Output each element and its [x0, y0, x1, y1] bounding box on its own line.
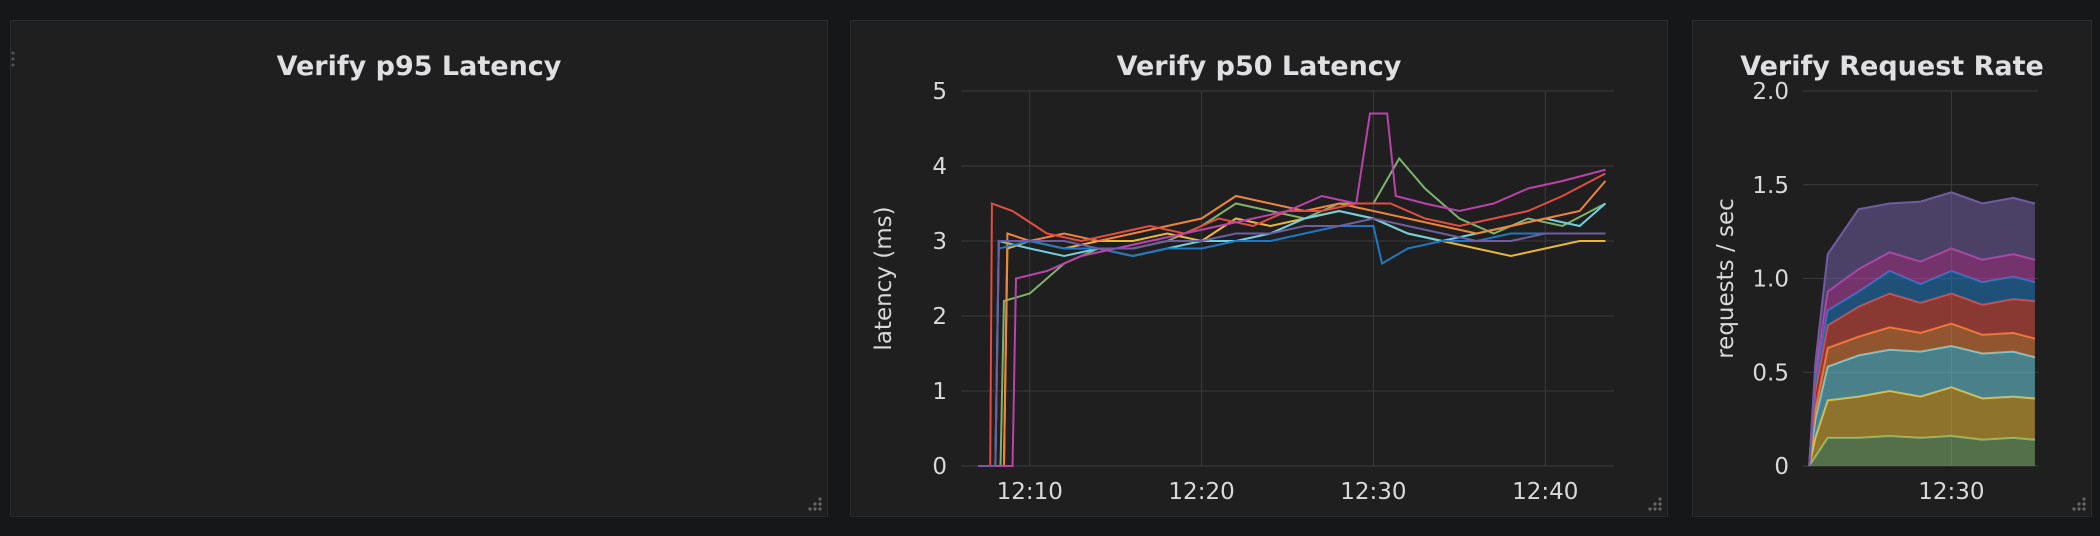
series-area[interactable] [1809, 387, 2035, 466]
series-line[interactable] [978, 172, 1606, 467]
y-tick-label: 0.5 [1752, 360, 1789, 386]
y-tick-label: 2.0 [1752, 79, 1789, 105]
series-line[interactable] [1808, 191, 2036, 467]
y-tick-label: 1.0 [1752, 267, 1789, 293]
y-tick-label: 1 [932, 379, 947, 405]
series-area[interactable] [1809, 436, 2035, 466]
y-tick-label: 4 [932, 154, 947, 180]
x-tick-label: 12:20 [1168, 479, 1234, 505]
x-tick-label: 12:30 [1918, 479, 1984, 505]
series-line[interactable] [978, 217, 1606, 467]
series-area[interactable] [1809, 293, 2035, 467]
y-tick-label: 1.5 [1752, 173, 1789, 199]
series-line[interactable] [978, 112, 1606, 467]
resize-handle-icon[interactable] [807, 496, 823, 512]
chart-p95-latency [11, 21, 829, 518]
panel-p50-latency[interactable]: Verify p50 Latency 0 1 2 3 4 5 12:10 12:20 12:30… [850, 20, 1668, 517]
panel-title[interactable]: Verify Request Rate [1740, 51, 2044, 82]
y-axis-label: latency (ms) [871, 206, 897, 350]
y-tick-label: 0 [932, 454, 947, 480]
panel-title[interactable]: Verify p95 Latency [276, 51, 562, 82]
series-line[interactable] [978, 225, 1606, 467]
series-line[interactable] [978, 156, 1606, 467]
series-area[interactable] [1809, 271, 2035, 466]
series-line[interactable] [978, 180, 1607, 467]
resize-handle-icon[interactable] [1647, 496, 1663, 512]
series-area[interactable] [1809, 323, 2035, 467]
y-tick-label: 3 [932, 229, 947, 255]
chart-request-rate: 0 0.5 1.0 1.5 2.0 12:30 requests / sec [1713, 79, 2038, 505]
series-area[interactable] [1809, 346, 2035, 466]
x-tick-label: 12:10 [997, 479, 1063, 505]
panel-title[interactable]: Verify p50 Latency [1116, 51, 1402, 82]
series-area[interactable] [1809, 248, 2035, 467]
y-tick-label: 2 [932, 304, 947, 330]
series-area[interactable] [1809, 192, 2035, 466]
panel-request-rate[interactable]: Verify Request Rate 0 0.5 1.0 1.5 2.0 12:30 re… [1692, 20, 2092, 517]
y-tick-label: 5 [932, 79, 947, 105]
y-axis-label: requests / sec [1713, 198, 1739, 359]
chart-p50-latency: 0 1 2 3 4 5 12:10 12:20 12:30 12:40 latency (ms) [871, 79, 1614, 505]
resize-handle-icon[interactable] [2071, 496, 2087, 512]
y-tick-label: 0 [1774, 454, 1789, 480]
x-tick-label: 12:40 [1512, 479, 1578, 505]
x-tick-label: 12:30 [1340, 479, 1406, 505]
